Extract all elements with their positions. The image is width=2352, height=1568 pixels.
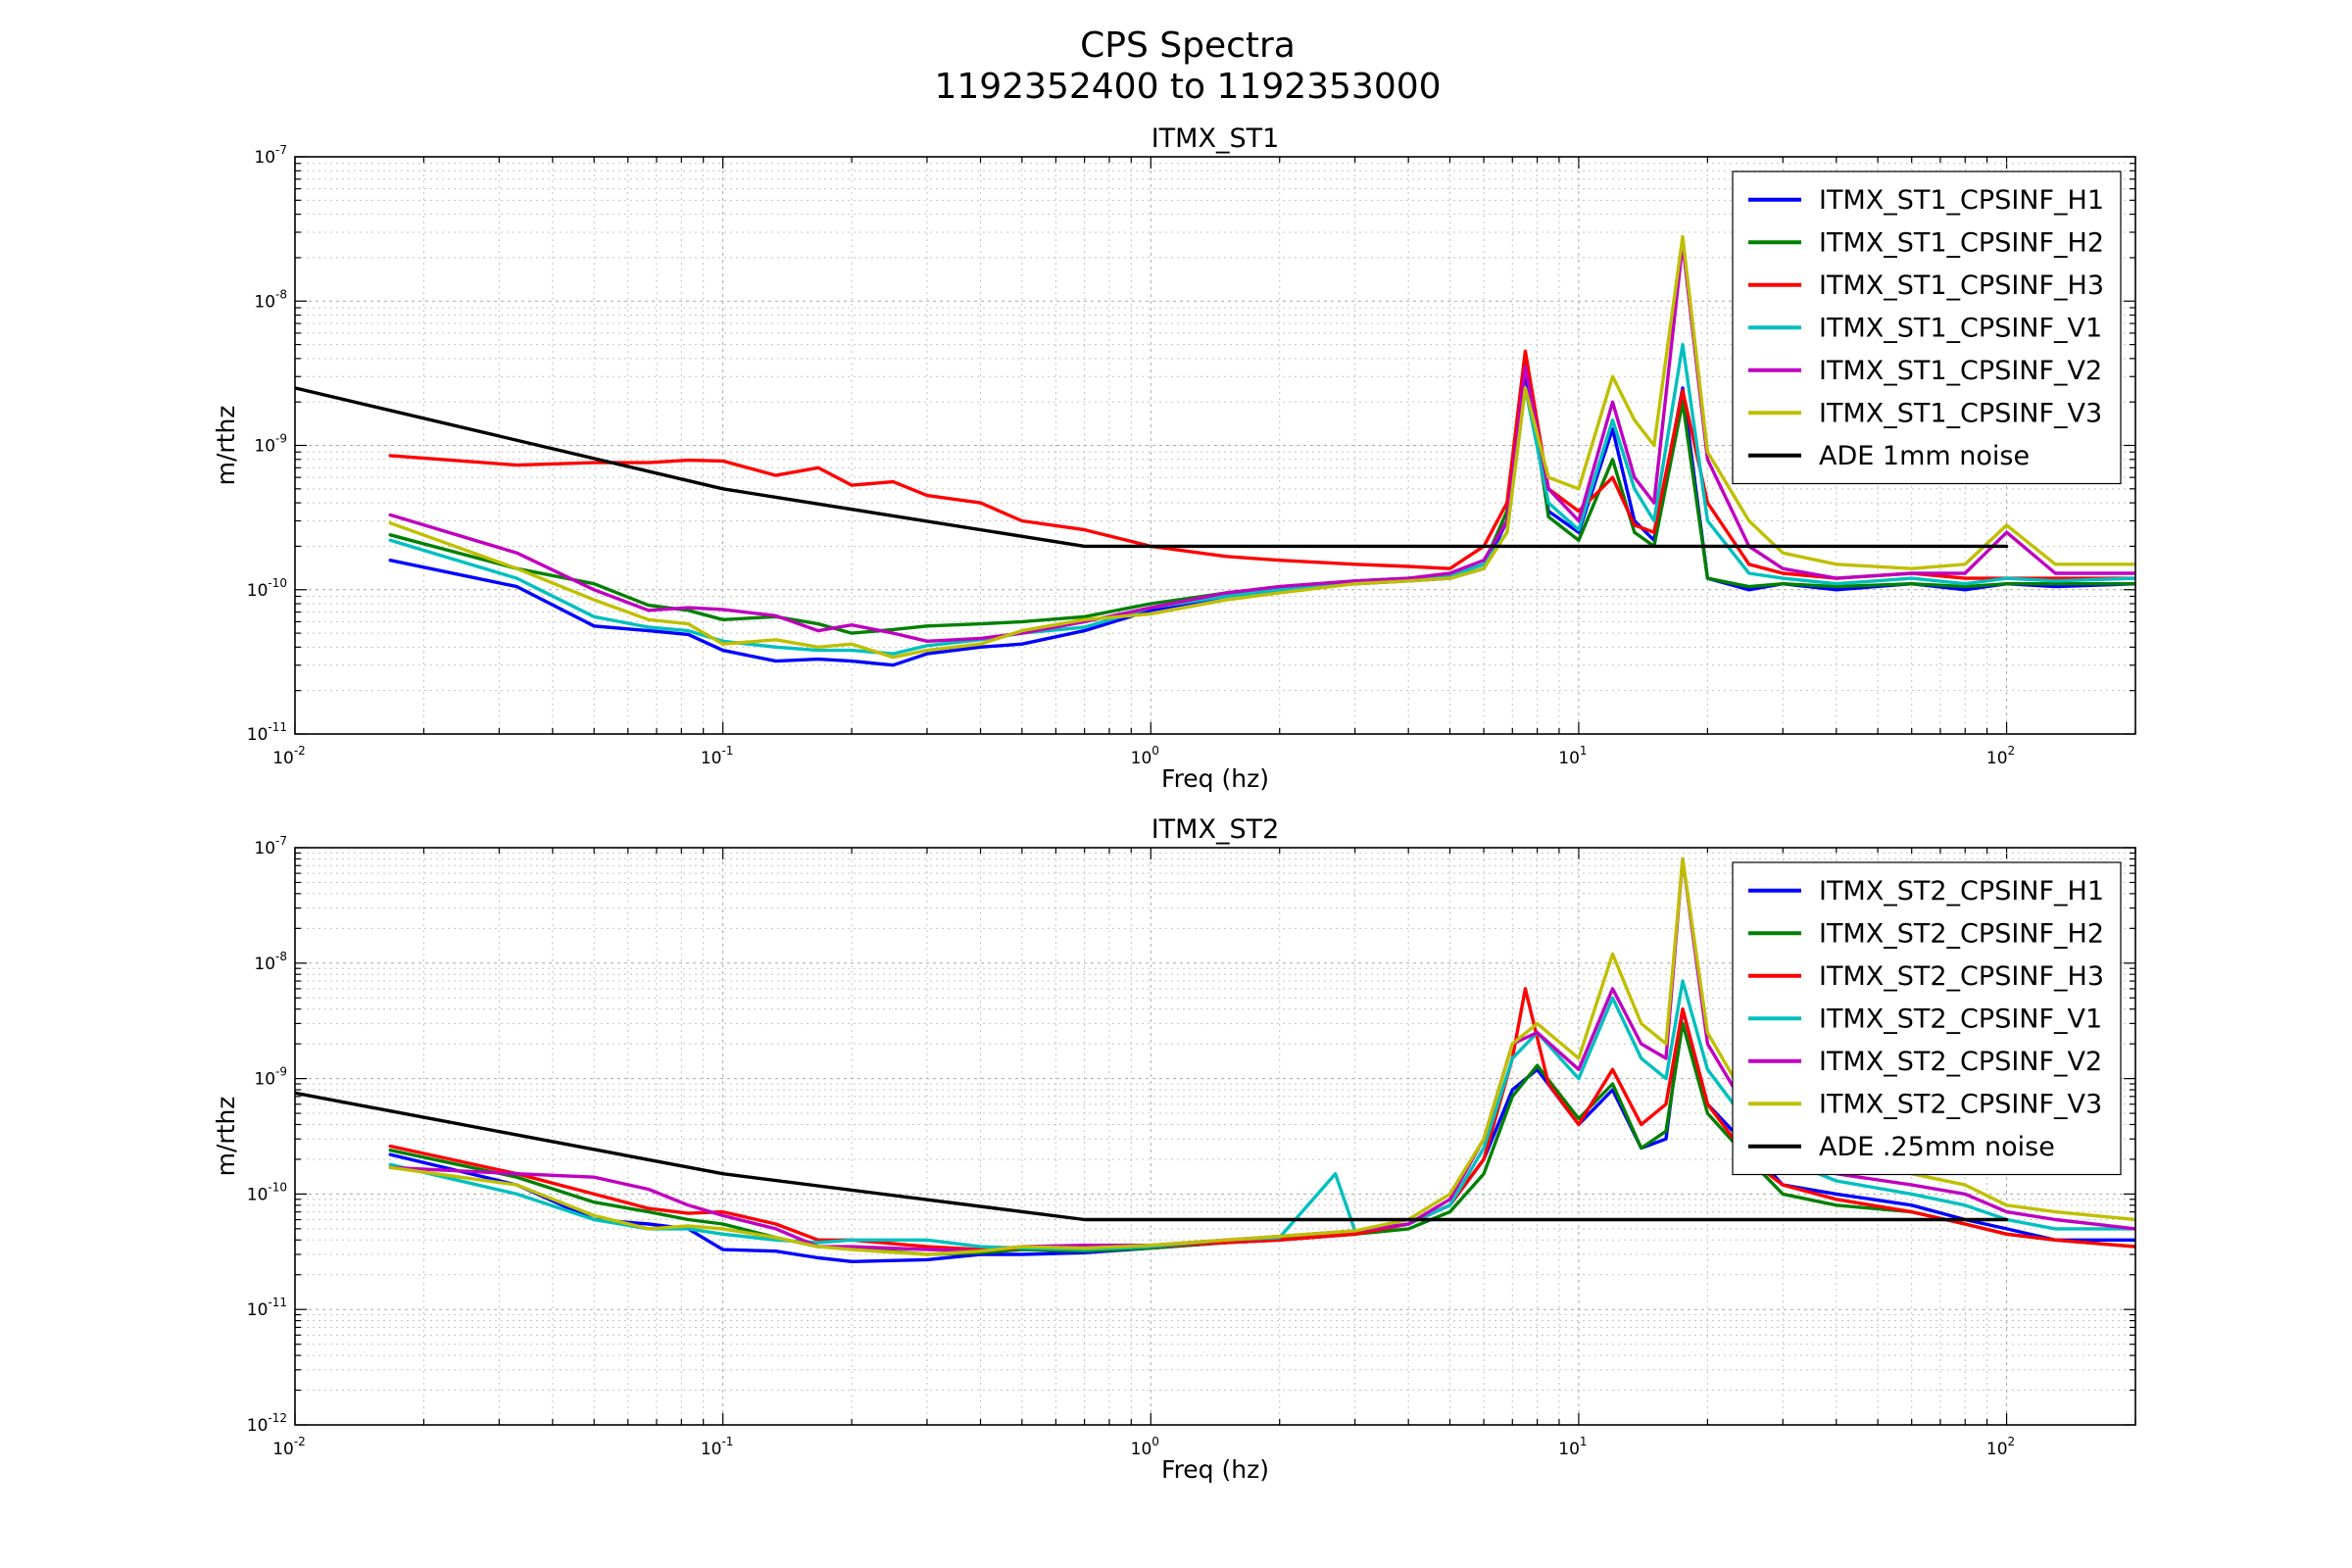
- legend-entry-label: ITMX_ST2_CPSINF_H1: [1819, 876, 2104, 906]
- legend: ITMX_ST2_CPSINF_H1 ITMX_ST2_CPSINF_H2 ITMX…: [1732, 861, 2122, 1176]
- legend: ITMX_ST1_CPSINF_H1 ITMX_ST1_CPSINF_H2 ITMX…: [1732, 171, 2122, 485]
- legend-entry-label: ITMX_ST1_CPSINF_H3: [1819, 270, 2104, 301]
- subplot-title: ITMX_ST2: [1152, 814, 1280, 845]
- y-tick-label: 10-12: [247, 1411, 287, 1436]
- figure-title-line-1: CPS Spectra: [1080, 25, 1296, 66]
- legend-entry-label: ITMX_ST1_CPSINF_V2: [1819, 356, 2102, 386]
- y-tick-label: 10-10: [247, 576, 287, 601]
- legend-entry-label: ITMX_ST1_CPSINF_H2: [1819, 227, 2104, 258]
- y-tick-label: 10-10: [247, 1180, 287, 1204]
- y-axis-label: m/rthz: [212, 406, 240, 486]
- x-tick-label: 10-2: [272, 744, 306, 768]
- x-tick-label: 100: [1131, 1435, 1159, 1459]
- legend-entry-label: ITMX_ST1_CPSINF_H1: [1819, 185, 2104, 216]
- series-group: [295, 234, 2135, 667]
- legend-entry-label: ITMX_ST2_CPSINF_V3: [1819, 1089, 2102, 1119]
- x-tick-label: 102: [1986, 1435, 2015, 1459]
- legend-entry-label: ITMX_ST2_CPSINF_V1: [1819, 1004, 2102, 1034]
- series-line-ade-1mm-noise: [295, 386, 2009, 549]
- axes-frame: [294, 847, 2136, 1426]
- legend-entry-label: ITMX_ST2_CPSINF_H2: [1819, 918, 2104, 949]
- y-tick-label: 10-7: [254, 834, 287, 858]
- x-tick-label: 10-1: [701, 1435, 734, 1459]
- y-tick-label: 10-7: [254, 143, 287, 168]
- x-tick-label: 102: [1986, 744, 2015, 768]
- series-line-itmx-st1-cpsinf-v2: [388, 242, 2135, 643]
- y-tick-label: 10-8: [254, 950, 287, 974]
- legend-entry-label: ADE .25mm noise: [1819, 1132, 2055, 1162]
- series-line-itmx-st1-cpsinf-h3: [388, 349, 2135, 580]
- y-tick-label: 10-11: [247, 720, 287, 745]
- figure-title-line-2: 1192352400 to 1192353000: [934, 67, 1441, 107]
- legend-entry-label: ADE 1mm noise: [1819, 441, 2030, 471]
- x-tick-label: 101: [1558, 744, 1587, 768]
- y-tick-label: 10-9: [254, 1065, 287, 1090]
- y-tick-label: 10-9: [254, 432, 287, 457]
- legend-entry-label: ITMX_ST2_CPSINF_H3: [1819, 961, 2104, 992]
- legend-entry-label: ITMX_ST1_CPSINF_V3: [1819, 398, 2102, 428]
- subplot-itmx-st1: 10-2 10-1 100 101 102 10-11 10-10 10-9 10-8 10-7 I…: [212, 123, 2136, 793]
- series-line-ade-25mm-noise: [295, 1091, 2009, 1222]
- axes-frame: [294, 156, 2136, 735]
- y-axis-label: m/rthz: [212, 1097, 240, 1177]
- legend-entry-label: ITMX_ST2_CPSINF_V2: [1819, 1047, 2102, 1077]
- subplot-title: ITMX_ST1: [1152, 123, 1280, 154]
- legend-entry-label: ITMX_ST1_CPSINF_V1: [1819, 313, 2102, 343]
- x-tick-label: 101: [1558, 1435, 1587, 1459]
- x-tick-label: 10-1: [701, 744, 734, 768]
- x-axis-label: Freq (hz): [1161, 1455, 1269, 1484]
- y-tick-label: 10-8: [254, 287, 287, 312]
- x-axis-label: Freq (hz): [1161, 764, 1269, 793]
- y-tick-label: 10-11: [247, 1296, 287, 1320]
- x-tick-label: 100: [1131, 744, 1159, 768]
- subplot-itmx-st2: 10-2 10-1 100 101 102 10-12 10-11 10-10 10-9 10-8…: [212, 814, 2136, 1484]
- x-tick-label: 10-2: [272, 1435, 306, 1459]
